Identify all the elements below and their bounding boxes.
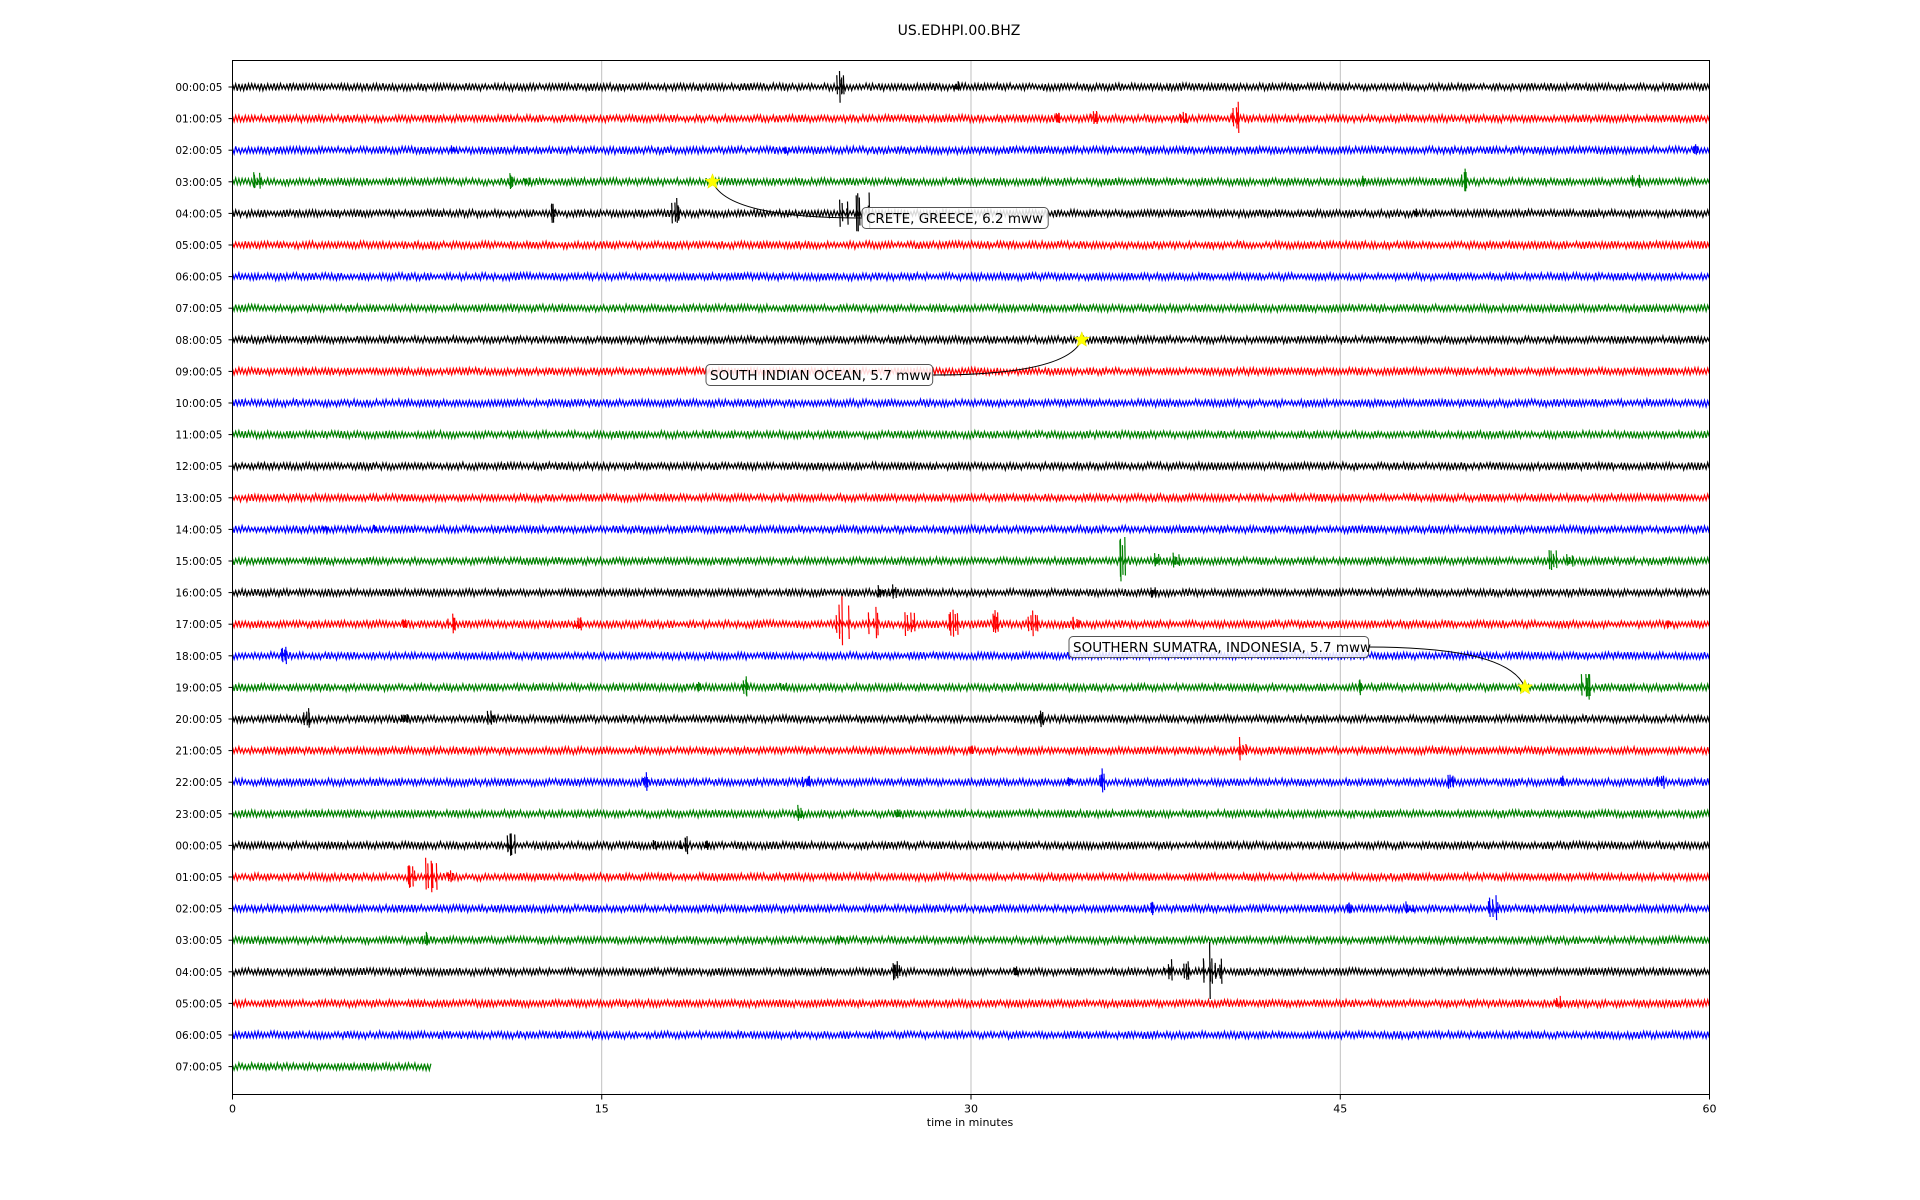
annotation-label: SOUTH INDIAN OCEAN, 5.7 mww: [710, 368, 931, 384]
y-tick-label: 03:00:05: [175, 177, 222, 189]
y-tick-label: 14:00:05: [175, 524, 222, 536]
annotation-label: SOUTHERN SUMATRA, INDONESIA, 5.7 mww: [1073, 640, 1371, 656]
trace-row-7: [231, 302, 1710, 315]
trace-row-28: [231, 941, 1710, 1000]
y-tick-label: 19:00:05: [175, 682, 222, 694]
y-tick-label: 09:00:05: [175, 366, 222, 378]
trace-row-15: [231, 536, 1710, 582]
trace-row-2: [231, 144, 1710, 157]
event-star-marker: [1516, 678, 1534, 695]
chart-title: US.EDHPI.00.BHZ: [898, 23, 1021, 39]
annotation-connector: [932, 339, 1083, 376]
trace-row-6: [231, 270, 1710, 283]
y-tick-label: 06:00:05: [175, 272, 222, 284]
x-tick-label: 0: [229, 1103, 236, 1116]
trace-row-1: [231, 101, 1710, 134]
y-tick-label: 00:00:05: [175, 82, 222, 94]
y-tick-label: 01:00:05: [175, 872, 222, 884]
trace-row-27: [231, 931, 1710, 947]
x-axis-label: time in minutes: [927, 1116, 1014, 1129]
trace-row-31: [231, 1060, 432, 1073]
trace-row-29: [231, 995, 1710, 1010]
trace-row-21: [231, 736, 1710, 761]
y-tick-label: 21:00:05: [175, 746, 222, 758]
y-tick-label: 12:00:05: [175, 461, 222, 473]
y-tick-label: 17:00:05: [175, 619, 222, 631]
annotation-connector: [1368, 646, 1526, 688]
y-tick-label: 01:00:05: [175, 114, 222, 126]
event-annotations: CRETE, GREECE, 6.2 mww SOUTH INDIAN OCEAN…: [704, 173, 1534, 695]
trace-row-20: [231, 708, 1710, 728]
y-tick-label: 07:00:05: [175, 1062, 222, 1074]
y-tick-label: 11:00:05: [175, 430, 222, 442]
x-tick-label: 30: [964, 1103, 978, 1116]
y-tick-label: 22:00:05: [175, 777, 222, 789]
trace-row-13: [231, 491, 1710, 504]
trace-row-23: [231, 804, 1710, 821]
annotation-label: CRETE, GREECE, 6.2 mww: [866, 211, 1043, 227]
y-tick-label: 07:00:05: [175, 303, 222, 315]
y-tick-label: 10:00:05: [175, 398, 222, 410]
x-axis: 0 15 30 45 60: [229, 1094, 1717, 1116]
y-tick-label: 23:00:05: [175, 809, 222, 821]
y-tick-label: 02:00:05: [175, 145, 222, 157]
y-tick-label: 06:00:05: [175, 1030, 222, 1042]
y-tick-label: 08:00:05: [175, 335, 222, 347]
y-tick-label: 18:00:05: [175, 651, 222, 663]
y-tick-label: 05:00:05: [175, 240, 222, 252]
trace-row-19: [231, 673, 1710, 700]
y-tick-label: 15:00:05: [175, 556, 222, 568]
trace-row-14: [231, 523, 1710, 536]
trace-row-26: [231, 895, 1710, 921]
x-tick-label: 60: [1703, 1103, 1717, 1116]
grid-lines: [601, 60, 1341, 1095]
trace-row-10: [231, 396, 1710, 410]
trace-row-12: [231, 460, 1710, 473]
y-axis: 00:00:05 01:00:05 02:00:05 03:00:05 04:00:05…: [175, 82, 233, 1074]
trace-row-22: [231, 768, 1710, 793]
trace-row-9: [231, 365, 1710, 378]
trace-row-8: [231, 333, 1710, 346]
x-tick-label: 45: [1333, 1103, 1347, 1116]
y-tick-label: 03:00:05: [175, 935, 222, 947]
y-tick-label: 20:00:05: [175, 714, 222, 726]
y-tick-label: 13:00:05: [175, 493, 222, 505]
annotation-box: [1068, 636, 1370, 658]
trace-row-11: [231, 428, 1710, 441]
annotation-box: [861, 207, 1049, 229]
trace-row-25: [231, 857, 1710, 893]
trace-row-3: [231, 168, 1710, 192]
y-tick-label: 16:00:05: [175, 588, 222, 600]
trace-row-24: [231, 833, 1710, 856]
y-tick-label: 00:00:05: [175, 840, 222, 852]
y-tick-label: 05:00:05: [175, 998, 222, 1010]
y-tick-label: 04:00:05: [175, 967, 222, 979]
x-tick-label: 15: [595, 1103, 609, 1116]
y-tick-label: 02:00:05: [175, 904, 222, 916]
trace-row-16: [231, 584, 1710, 599]
trace-row-5: [231, 238, 1710, 252]
trace-row-17: [231, 596, 1710, 646]
event-star-marker: [1073, 331, 1091, 347]
y-tick-label: 04:00:05: [175, 208, 222, 220]
trace-row-0: [231, 70, 1710, 103]
seismic-traces: [231, 70, 1710, 1073]
trace-row-30: [231, 1028, 1710, 1042]
annotation-box: [705, 364, 934, 386]
annotation-connector: [712, 181, 863, 219]
event-star-marker: [704, 173, 721, 189]
